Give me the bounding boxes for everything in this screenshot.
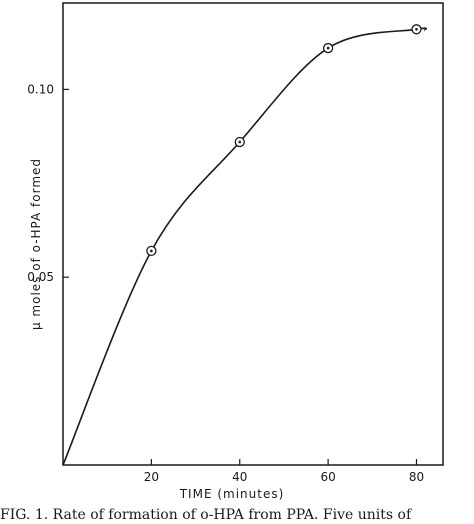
y-axis-title: µ moles of o-HPA formed (29, 158, 43, 330)
x-tick-label: 40 (232, 470, 247, 484)
data-point (146, 245, 157, 257)
data-point (411, 24, 422, 35)
x-tick-label: 20 (144, 470, 159, 484)
x-tick-label: 60 (320, 470, 335, 484)
y-tick-label: 0.10 (27, 82, 54, 96)
data-point (234, 136, 245, 148)
figure-caption: FIG. 1. Rate of formation of o-HPA from … (0, 507, 412, 523)
data-point-markers (146, 24, 422, 257)
y-tick-label: 0.05 (27, 270, 54, 284)
x-axis-title: TIME (minutes) (179, 487, 285, 501)
plot-frame (62, 2, 444, 466)
y-axis-ticks: 0.05 0.10 (27, 82, 69, 284)
fitted-curve (62, 27, 428, 466)
x-axis-ticks: 20 40 60 80 (144, 459, 424, 484)
x-tick-label: 80 (409, 470, 424, 484)
data-point (322, 42, 334, 54)
